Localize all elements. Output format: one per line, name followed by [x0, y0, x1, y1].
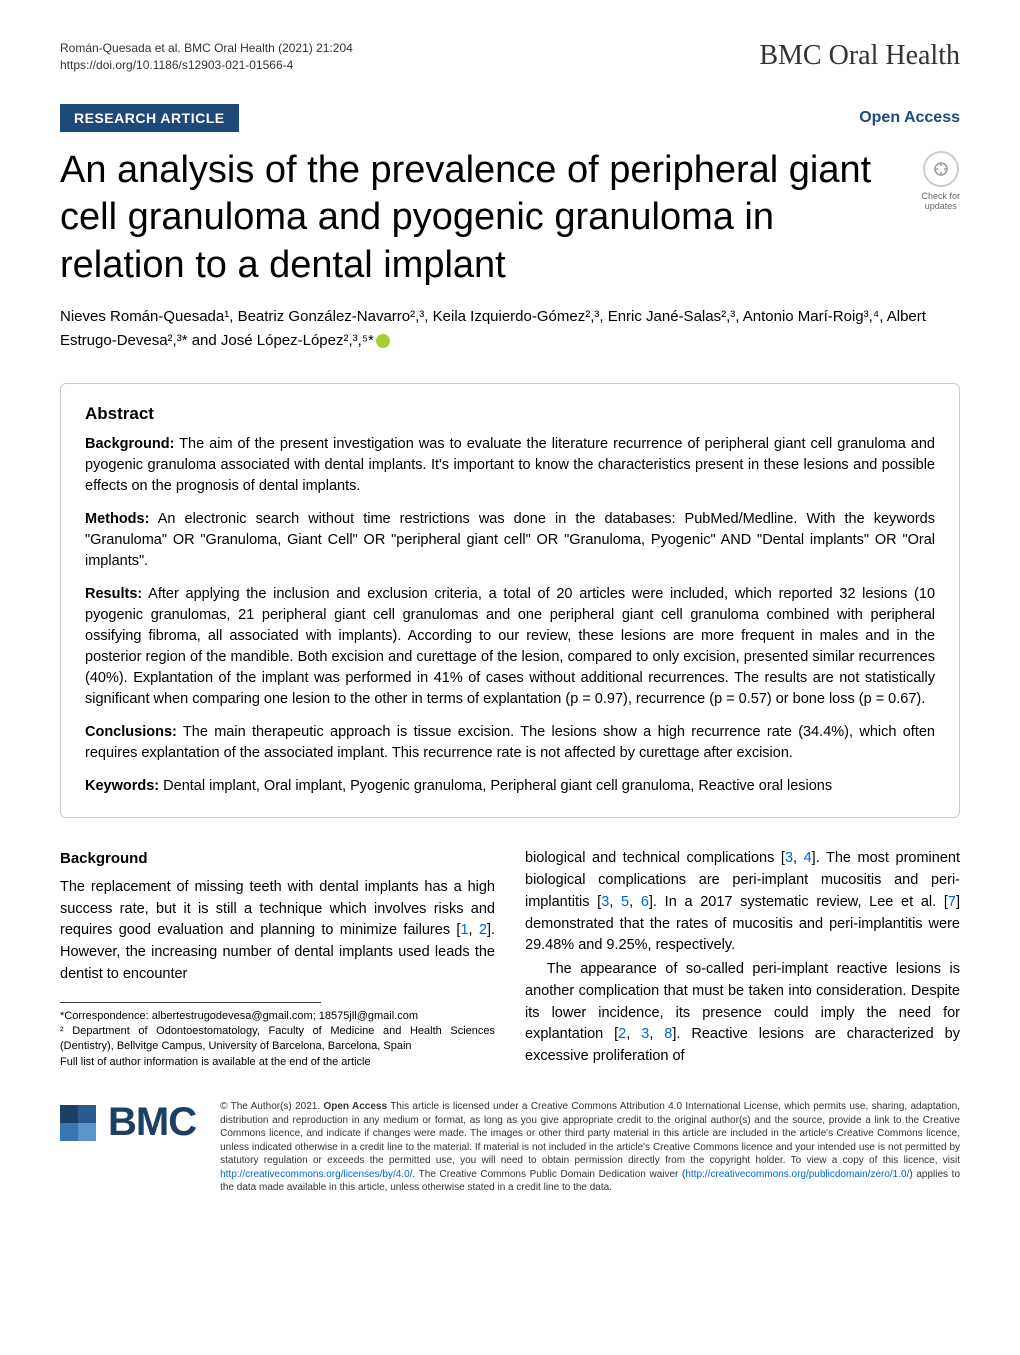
left-column: Background The replacement of missing te…	[60, 848, 495, 1070]
abstract-background: Background: The aim of the present inves…	[85, 434, 935, 497]
ref-link-5[interactable]: 5	[621, 894, 629, 910]
license-link-1[interactable]: http://creativecommons.org/licenses/by/4…	[220, 1169, 412, 1180]
abstract-background-text: The aim of the present investigation was…	[85, 436, 935, 494]
license-open-access-label: Open Access	[323, 1101, 387, 1112]
text-segment: biological and technical complications [	[525, 850, 785, 866]
ref-link-3[interactable]: 3	[785, 850, 793, 866]
abstract-keywords-text: Dental implant, Oral implant, Pyogenic g…	[163, 778, 832, 794]
background-heading: Background	[60, 848, 495, 871]
bmc-squares-icon	[60, 1105, 96, 1141]
abstract-results-text: After applying the inclusion and exclusi…	[85, 586, 935, 707]
ref-link-2[interactable]: 2	[479, 922, 487, 938]
abstract-keywords: Keywords: Dental implant, Oral implant, …	[85, 776, 935, 797]
article-title: An analysis of the prevalence of periphe…	[60, 147, 901, 290]
background-para1: The replacement of missing teeth with de…	[60, 877, 495, 986]
crossmark-icon	[923, 151, 959, 187]
abstract-conclusions: Conclusions: The main therapeutic approa…	[85, 722, 935, 764]
authors-line: Nieves Román-Quesada¹, Beatriz González-…	[60, 305, 960, 353]
abstract-heading: Abstract	[85, 404, 935, 424]
ref-link-2b[interactable]: 2	[618, 1026, 626, 1042]
abstract-methods-label: Methods:	[85, 511, 149, 527]
ref-link-3c[interactable]: 3	[641, 1026, 649, 1042]
header: Román-Quesada et al. BMC Oral Health (20…	[60, 40, 960, 74]
bmc-logo: BMC	[60, 1100, 196, 1145]
affiliation-line: ² Department of Odontoestomatology, Facu…	[60, 1024, 495, 1055]
full-list-line: Full list of author information is avail…	[60, 1055, 495, 1070]
footnote-block: *Correspondence: albertestrugodevesa@gma…	[60, 1009, 495, 1071]
abstract-methods: Methods: An electronic search without ti…	[85, 509, 935, 572]
ref-link-6[interactable]: 6	[641, 894, 649, 910]
journal-brand: BMC Oral Health	[759, 40, 960, 72]
abstract-box: Abstract Background: The aim of the pres…	[60, 383, 960, 818]
license-copyright: © The Author(s) 2021.	[220, 1101, 323, 1112]
abstract-results: Results: After applying the inclusion an…	[85, 584, 935, 710]
text-segment: The replacement of missing teeth with de…	[60, 879, 495, 939]
abstract-keywords-label: Keywords:	[85, 778, 159, 794]
footer-row: BMC © The Author(s) 2021. Open Access Th…	[60, 1100, 960, 1195]
bmc-logo-text: BMC	[108, 1100, 196, 1145]
ref-link-7[interactable]: 7	[948, 894, 956, 910]
crossmark-text1: Check for	[921, 191, 960, 202]
abstract-background-label: Background:	[85, 436, 174, 452]
ref-link-3b[interactable]: 3	[601, 894, 609, 910]
open-access-label: Open Access	[859, 109, 960, 127]
ref-link-4[interactable]: 4	[804, 850, 812, 866]
right-column: biological and technical complications […	[525, 848, 960, 1070]
license-link-2[interactable]: http://creativecommons.org/publicdomain/…	[685, 1169, 909, 1180]
abstract-conclusions-label: Conclusions:	[85, 724, 177, 740]
correspondence-line: *Correspondence: albertestrugodevesa@gma…	[60, 1009, 495, 1024]
authors-text: Nieves Román-Quesada¹, Beatriz González-…	[60, 308, 926, 349]
ref-link-1[interactable]: 1	[460, 922, 468, 938]
citation-block: Román-Quesada et al. BMC Oral Health (20…	[60, 40, 353, 74]
citation-line2: https://doi.org/10.1186/s12903-021-01566…	[60, 57, 353, 74]
article-bar: RESEARCH ARTICLE Open Access	[60, 104, 960, 132]
article-type-badge: RESEARCH ARTICLE	[60, 104, 239, 132]
license-text: © The Author(s) 2021. Open Access This a…	[220, 1100, 960, 1195]
right-para2: The appearance of so-called peri-implant…	[525, 959, 960, 1068]
citation-line1: Román-Quesada et al. BMC Oral Health (20…	[60, 40, 353, 57]
footnote-divider	[60, 1002, 321, 1003]
text-segment: ]. In a 2017 systematic review, Lee et a…	[649, 894, 948, 910]
abstract-results-label: Results:	[85, 586, 142, 602]
abstract-methods-text: An electronic search without time restri…	[85, 511, 935, 569]
body-columns: Background The replacement of missing te…	[60, 848, 960, 1070]
right-para1: biological and technical complications […	[525, 848, 960, 957]
license-mid: . The Creative Commons Public Domain Ded…	[412, 1169, 685, 1180]
abstract-conclusions-text: The main therapeutic approach is tissue …	[85, 724, 935, 761]
crossmark-badge[interactable]: Check for updates	[921, 151, 960, 213]
orcid-icon[interactable]	[376, 334, 390, 348]
title-row: An analysis of the prevalence of periphe…	[60, 147, 960, 290]
crossmark-text2: updates	[925, 201, 957, 212]
